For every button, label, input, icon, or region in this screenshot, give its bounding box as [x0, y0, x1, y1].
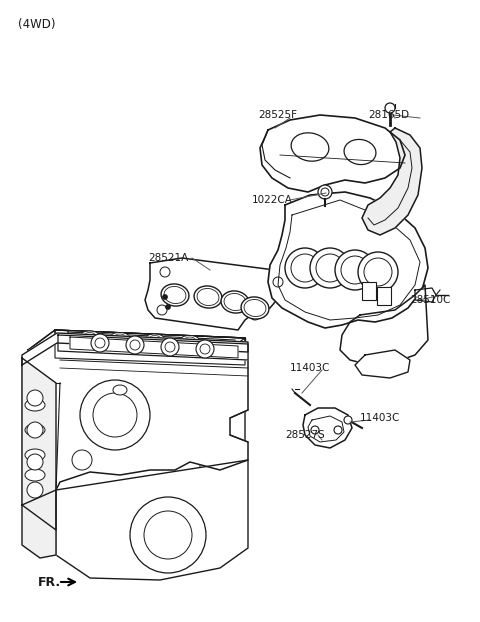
- Circle shape: [160, 267, 170, 277]
- Polygon shape: [260, 115, 405, 192]
- Polygon shape: [22, 335, 248, 505]
- Polygon shape: [22, 358, 56, 530]
- Circle shape: [344, 416, 352, 424]
- Polygon shape: [28, 350, 55, 530]
- Text: 11403C: 11403C: [360, 413, 400, 423]
- Circle shape: [144, 511, 192, 559]
- Ellipse shape: [194, 286, 222, 308]
- Ellipse shape: [224, 294, 246, 310]
- Polygon shape: [340, 285, 428, 365]
- Text: FR.: FR.: [38, 575, 61, 588]
- Circle shape: [318, 185, 332, 199]
- Circle shape: [285, 248, 325, 288]
- Circle shape: [27, 422, 43, 438]
- Ellipse shape: [185, 337, 195, 342]
- Circle shape: [341, 256, 369, 284]
- Circle shape: [72, 450, 92, 470]
- Polygon shape: [55, 330, 245, 365]
- Circle shape: [95, 338, 105, 348]
- Circle shape: [27, 454, 43, 470]
- Ellipse shape: [221, 291, 249, 313]
- Ellipse shape: [146, 334, 164, 342]
- Polygon shape: [22, 490, 56, 558]
- Polygon shape: [55, 330, 245, 520]
- Polygon shape: [28, 330, 245, 358]
- Circle shape: [166, 305, 170, 310]
- Ellipse shape: [85, 333, 95, 338]
- Circle shape: [27, 482, 43, 498]
- Circle shape: [358, 252, 398, 292]
- Ellipse shape: [113, 385, 127, 395]
- Ellipse shape: [161, 284, 189, 306]
- Text: 28510C: 28510C: [410, 295, 450, 305]
- Polygon shape: [58, 335, 248, 360]
- Polygon shape: [145, 258, 300, 330]
- Ellipse shape: [150, 335, 160, 340]
- Circle shape: [80, 380, 150, 450]
- FancyBboxPatch shape: [362, 282, 376, 300]
- Ellipse shape: [197, 289, 219, 305]
- Polygon shape: [355, 350, 410, 378]
- Circle shape: [385, 103, 395, 113]
- Circle shape: [91, 334, 109, 352]
- Ellipse shape: [25, 469, 45, 481]
- Circle shape: [250, 310, 260, 320]
- Polygon shape: [415, 288, 436, 302]
- Polygon shape: [55, 358, 218, 525]
- Circle shape: [93, 393, 137, 437]
- Circle shape: [316, 254, 344, 282]
- Ellipse shape: [181, 335, 199, 343]
- Polygon shape: [22, 333, 248, 365]
- Ellipse shape: [111, 333, 129, 340]
- Ellipse shape: [25, 449, 45, 461]
- Circle shape: [335, 250, 375, 290]
- Ellipse shape: [25, 424, 45, 436]
- Polygon shape: [308, 416, 344, 442]
- Circle shape: [130, 340, 140, 350]
- Circle shape: [157, 305, 167, 315]
- Polygon shape: [278, 200, 420, 320]
- Text: 28521A: 28521A: [148, 253, 188, 263]
- Ellipse shape: [241, 297, 269, 319]
- Circle shape: [126, 336, 144, 354]
- Polygon shape: [268, 192, 428, 328]
- Circle shape: [161, 338, 179, 356]
- Ellipse shape: [115, 334, 125, 339]
- Ellipse shape: [25, 399, 45, 411]
- Circle shape: [364, 258, 392, 286]
- Circle shape: [196, 340, 214, 358]
- Circle shape: [273, 277, 283, 287]
- FancyBboxPatch shape: [377, 287, 391, 305]
- Circle shape: [310, 248, 350, 288]
- Polygon shape: [28, 330, 245, 378]
- Circle shape: [130, 497, 206, 573]
- Polygon shape: [70, 337, 238, 358]
- Circle shape: [311, 426, 319, 434]
- Text: 28165D: 28165D: [368, 110, 409, 120]
- Circle shape: [321, 188, 329, 196]
- Ellipse shape: [81, 331, 99, 339]
- Text: 11403C: 11403C: [290, 363, 330, 373]
- Text: 28527S: 28527S: [285, 430, 325, 440]
- Polygon shape: [362, 128, 422, 235]
- Ellipse shape: [244, 299, 266, 317]
- Circle shape: [334, 426, 342, 434]
- Ellipse shape: [291, 133, 329, 161]
- Circle shape: [27, 390, 43, 406]
- Polygon shape: [303, 408, 352, 448]
- Circle shape: [291, 254, 319, 282]
- Circle shape: [200, 344, 210, 354]
- Text: (4WD): (4WD): [18, 18, 56, 31]
- Circle shape: [165, 342, 175, 352]
- Polygon shape: [68, 332, 235, 357]
- Polygon shape: [56, 460, 248, 580]
- Polygon shape: [28, 350, 55, 520]
- Circle shape: [163, 294, 168, 300]
- Text: 1022CA: 1022CA: [252, 195, 293, 205]
- Ellipse shape: [164, 287, 186, 304]
- Ellipse shape: [344, 139, 376, 165]
- Text: 28525F: 28525F: [258, 110, 297, 120]
